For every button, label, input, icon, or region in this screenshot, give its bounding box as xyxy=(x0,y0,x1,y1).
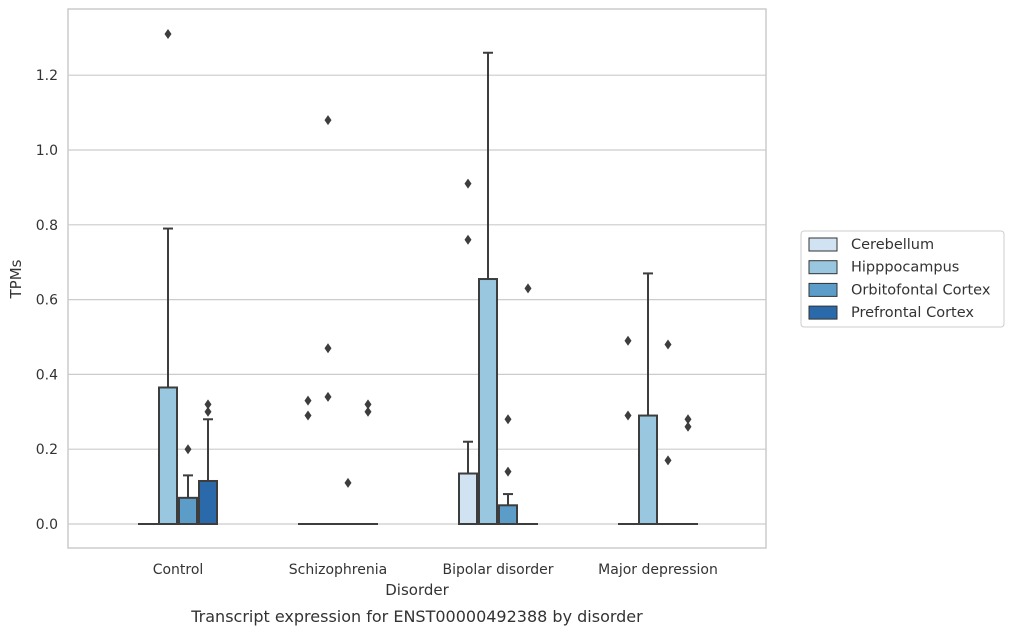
chart-caption: Transcript expression for ENST0000049238… xyxy=(190,607,643,626)
box-body xyxy=(198,479,218,525)
x-tick-label: Bipolar disorder xyxy=(442,562,553,578)
outlier-point xyxy=(364,406,372,417)
legend-label: Cerebellum xyxy=(851,237,934,253)
outlier-point xyxy=(184,444,192,455)
box-cerebellum xyxy=(458,178,478,526)
outlier-point xyxy=(324,115,332,126)
y-tick-label: 1.0 xyxy=(36,143,58,159)
outlier-point xyxy=(684,414,692,425)
box-orbitofontal-cortex xyxy=(658,339,678,525)
box-body xyxy=(158,386,178,525)
y-tick-labels: 0.0 0.2 0.4 0.6 0.8 1.0 1.2 xyxy=(36,68,58,533)
box-body xyxy=(178,496,198,526)
outlier-point xyxy=(464,178,472,189)
legend-label: Prefrontal Cortex xyxy=(851,305,974,321)
legend: Cerebellum Hipppocampus Orbitofontal Corte… xyxy=(800,230,1005,328)
outlier-point xyxy=(664,455,672,466)
outlier-point xyxy=(204,406,212,417)
outlier-point xyxy=(324,343,332,354)
box-hipppocampus xyxy=(478,51,498,525)
x-axis-title: Disorder xyxy=(385,581,449,599)
outlier-point xyxy=(524,283,532,294)
box-body xyxy=(458,472,478,526)
box-orbitofontal-cortex xyxy=(178,444,198,526)
outlier-point xyxy=(504,466,512,477)
x-tick-label: Control xyxy=(153,562,204,578)
outlier-point xyxy=(464,234,472,245)
box-hipppocampus xyxy=(318,115,338,525)
legend-swatch xyxy=(808,305,838,320)
box-cerebellum xyxy=(298,395,318,525)
outlier-point xyxy=(664,339,672,350)
y-axis-title: TPMs xyxy=(7,259,25,299)
outlier-point xyxy=(344,477,352,488)
outlier-point xyxy=(204,399,212,410)
box-prefrontal-cortex xyxy=(198,399,218,525)
outlier-point xyxy=(324,391,332,402)
y-tick-label: 0.0 xyxy=(36,517,58,533)
outlier-point xyxy=(684,421,692,432)
box-prefrontal-cortex xyxy=(678,414,698,525)
box-hipppocampus xyxy=(638,272,658,526)
y-tick-label: 1.2 xyxy=(36,68,58,84)
box-series-layer xyxy=(138,29,698,526)
outlier-point xyxy=(624,410,632,421)
y-tick-label: 0.6 xyxy=(36,293,58,309)
box-prefrontal-cortex xyxy=(518,283,538,525)
box-body xyxy=(498,504,518,525)
legend-swatch xyxy=(808,237,838,252)
outlier-point xyxy=(364,399,372,410)
x-tick-label: Major depression xyxy=(598,562,718,578)
legend-swatch xyxy=(808,260,838,275)
legend-label: Hipppocampus xyxy=(851,260,959,276)
outlier-point xyxy=(624,335,632,346)
box-orbitofontal-cortex xyxy=(338,477,358,525)
y-tick-label: 0.4 xyxy=(36,367,58,383)
y-tick-label: 0.2 xyxy=(36,442,58,458)
x-tick-label: Schizophrenia xyxy=(289,562,387,578)
box-prefrontal-cortex xyxy=(358,399,378,525)
box-body xyxy=(478,278,498,525)
plot-area-frame xyxy=(67,8,767,549)
legend-frame xyxy=(800,230,1005,328)
outlier-point xyxy=(504,414,512,425)
y-tick-label: 0.8 xyxy=(36,218,58,234)
legend-swatch xyxy=(808,282,838,297)
outlier-point xyxy=(304,410,312,421)
outlier-point xyxy=(164,29,172,40)
box-orbitofontal-cortex xyxy=(498,414,518,525)
box-body xyxy=(638,414,658,526)
box-cerebellum xyxy=(618,335,638,525)
outlier-point xyxy=(304,395,312,406)
box-hipppocampus xyxy=(158,29,178,525)
legend-label: Orbitofontal Cortex xyxy=(851,282,991,298)
x-tick-labels: Control Schizophrenia Bipolar disorder Majo… xyxy=(153,562,718,578)
